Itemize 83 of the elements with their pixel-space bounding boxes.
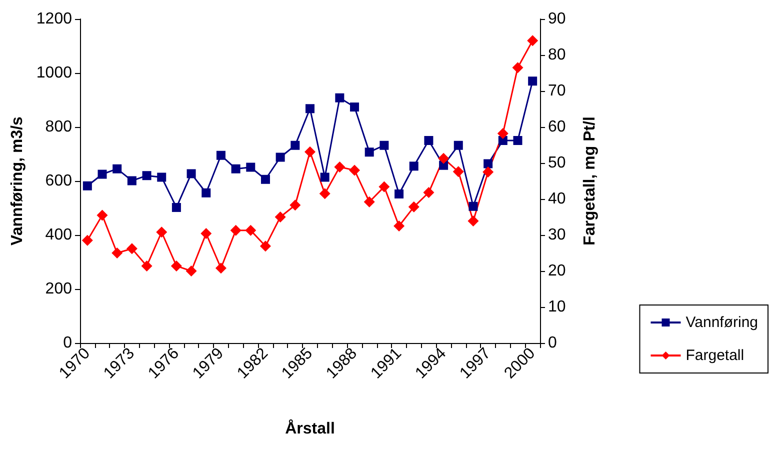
- y2-tick-label: 40: [548, 190, 566, 208]
- point: [290, 200, 301, 211]
- point: [439, 160, 448, 170]
- point: [468, 202, 478, 211]
- point: [380, 140, 389, 150]
- point: [527, 35, 538, 46]
- point: [142, 171, 152, 180]
- point: [215, 262, 226, 274]
- point: [126, 243, 138, 254]
- point: [497, 128, 508, 139]
- point: [112, 248, 123, 258]
- point: [245, 224, 256, 236]
- point: [364, 196, 375, 208]
- y2-tick-label: 60: [548, 118, 566, 136]
- point: [141, 260, 152, 272]
- y2-tick-label: 20: [548, 262, 566, 280]
- point: [409, 162, 418, 171]
- point: [454, 140, 463, 150]
- point: [484, 159, 493, 168]
- point: [231, 164, 240, 174]
- point: [349, 164, 360, 176]
- point: [378, 181, 390, 192]
- y2-tick-label: 30: [548, 226, 566, 244]
- y-tick-label: 400: [45, 226, 72, 244]
- y-tick-label: 800: [45, 118, 72, 136]
- point: [260, 174, 270, 184]
- y2-tick-label: 70: [548, 82, 566, 100]
- point: [423, 187, 434, 198]
- point: [364, 148, 374, 157]
- point: [319, 188, 330, 200]
- point: [112, 164, 122, 174]
- point: [482, 166, 494, 178]
- point: [306, 104, 314, 114]
- point: [82, 181, 92, 190]
- point: [186, 169, 196, 178]
- y2-tick-label: 90: [548, 10, 566, 28]
- point: [276, 152, 285, 162]
- point: [452, 166, 464, 178]
- point: [394, 189, 404, 198]
- point: [304, 146, 316, 158]
- point: [230, 224, 242, 236]
- point: [512, 62, 524, 74]
- point: [96, 210, 108, 221]
- point: [424, 136, 434, 145]
- y-tick-label: 0: [63, 334, 72, 352]
- y2-tick-label: 80: [548, 46, 566, 64]
- legend-label: Vannføring: [686, 314, 758, 331]
- legend-label: Fargetall: [686, 347, 744, 364]
- point: [513, 136, 522, 145]
- point: [127, 176, 136, 186]
- point: [260, 240, 271, 252]
- y2-tick-label: 10: [548, 298, 566, 316]
- point: [394, 220, 405, 232]
- point: [320, 172, 330, 182]
- point: [334, 161, 346, 172]
- point: [156, 226, 168, 238]
- point: [216, 150, 226, 160]
- y-tick-label: 1000: [36, 64, 72, 82]
- point: [172, 202, 181, 212]
- point: [335, 93, 344, 102]
- y-tick-label: 600: [45, 172, 72, 190]
- point: [98, 170, 107, 179]
- point: [157, 172, 166, 182]
- y2-axis-title: Fargetall, mg Pt/l: [582, 116, 598, 246]
- y-tick-label: 1200: [36, 10, 72, 28]
- y-tick-label: 200: [45, 280, 72, 298]
- point: [290, 140, 300, 150]
- y2-tick-label: 50: [548, 154, 566, 172]
- point: [528, 76, 538, 86]
- point: [202, 188, 211, 198]
- point: [170, 260, 182, 272]
- point: [82, 234, 93, 246]
- y2-tick-label: 0: [548, 334, 557, 352]
- point: [408, 201, 420, 212]
- point: [274, 212, 286, 222]
- y-axis-title: Vannføring, m3/s: [9, 116, 26, 246]
- point: [468, 215, 479, 226]
- x-axis-title: Årstall: [285, 418, 335, 438]
- point: [246, 162, 256, 172]
- point: [186, 266, 197, 276]
- point: [438, 152, 450, 164]
- point: [350, 102, 360, 112]
- point: [200, 228, 212, 240]
